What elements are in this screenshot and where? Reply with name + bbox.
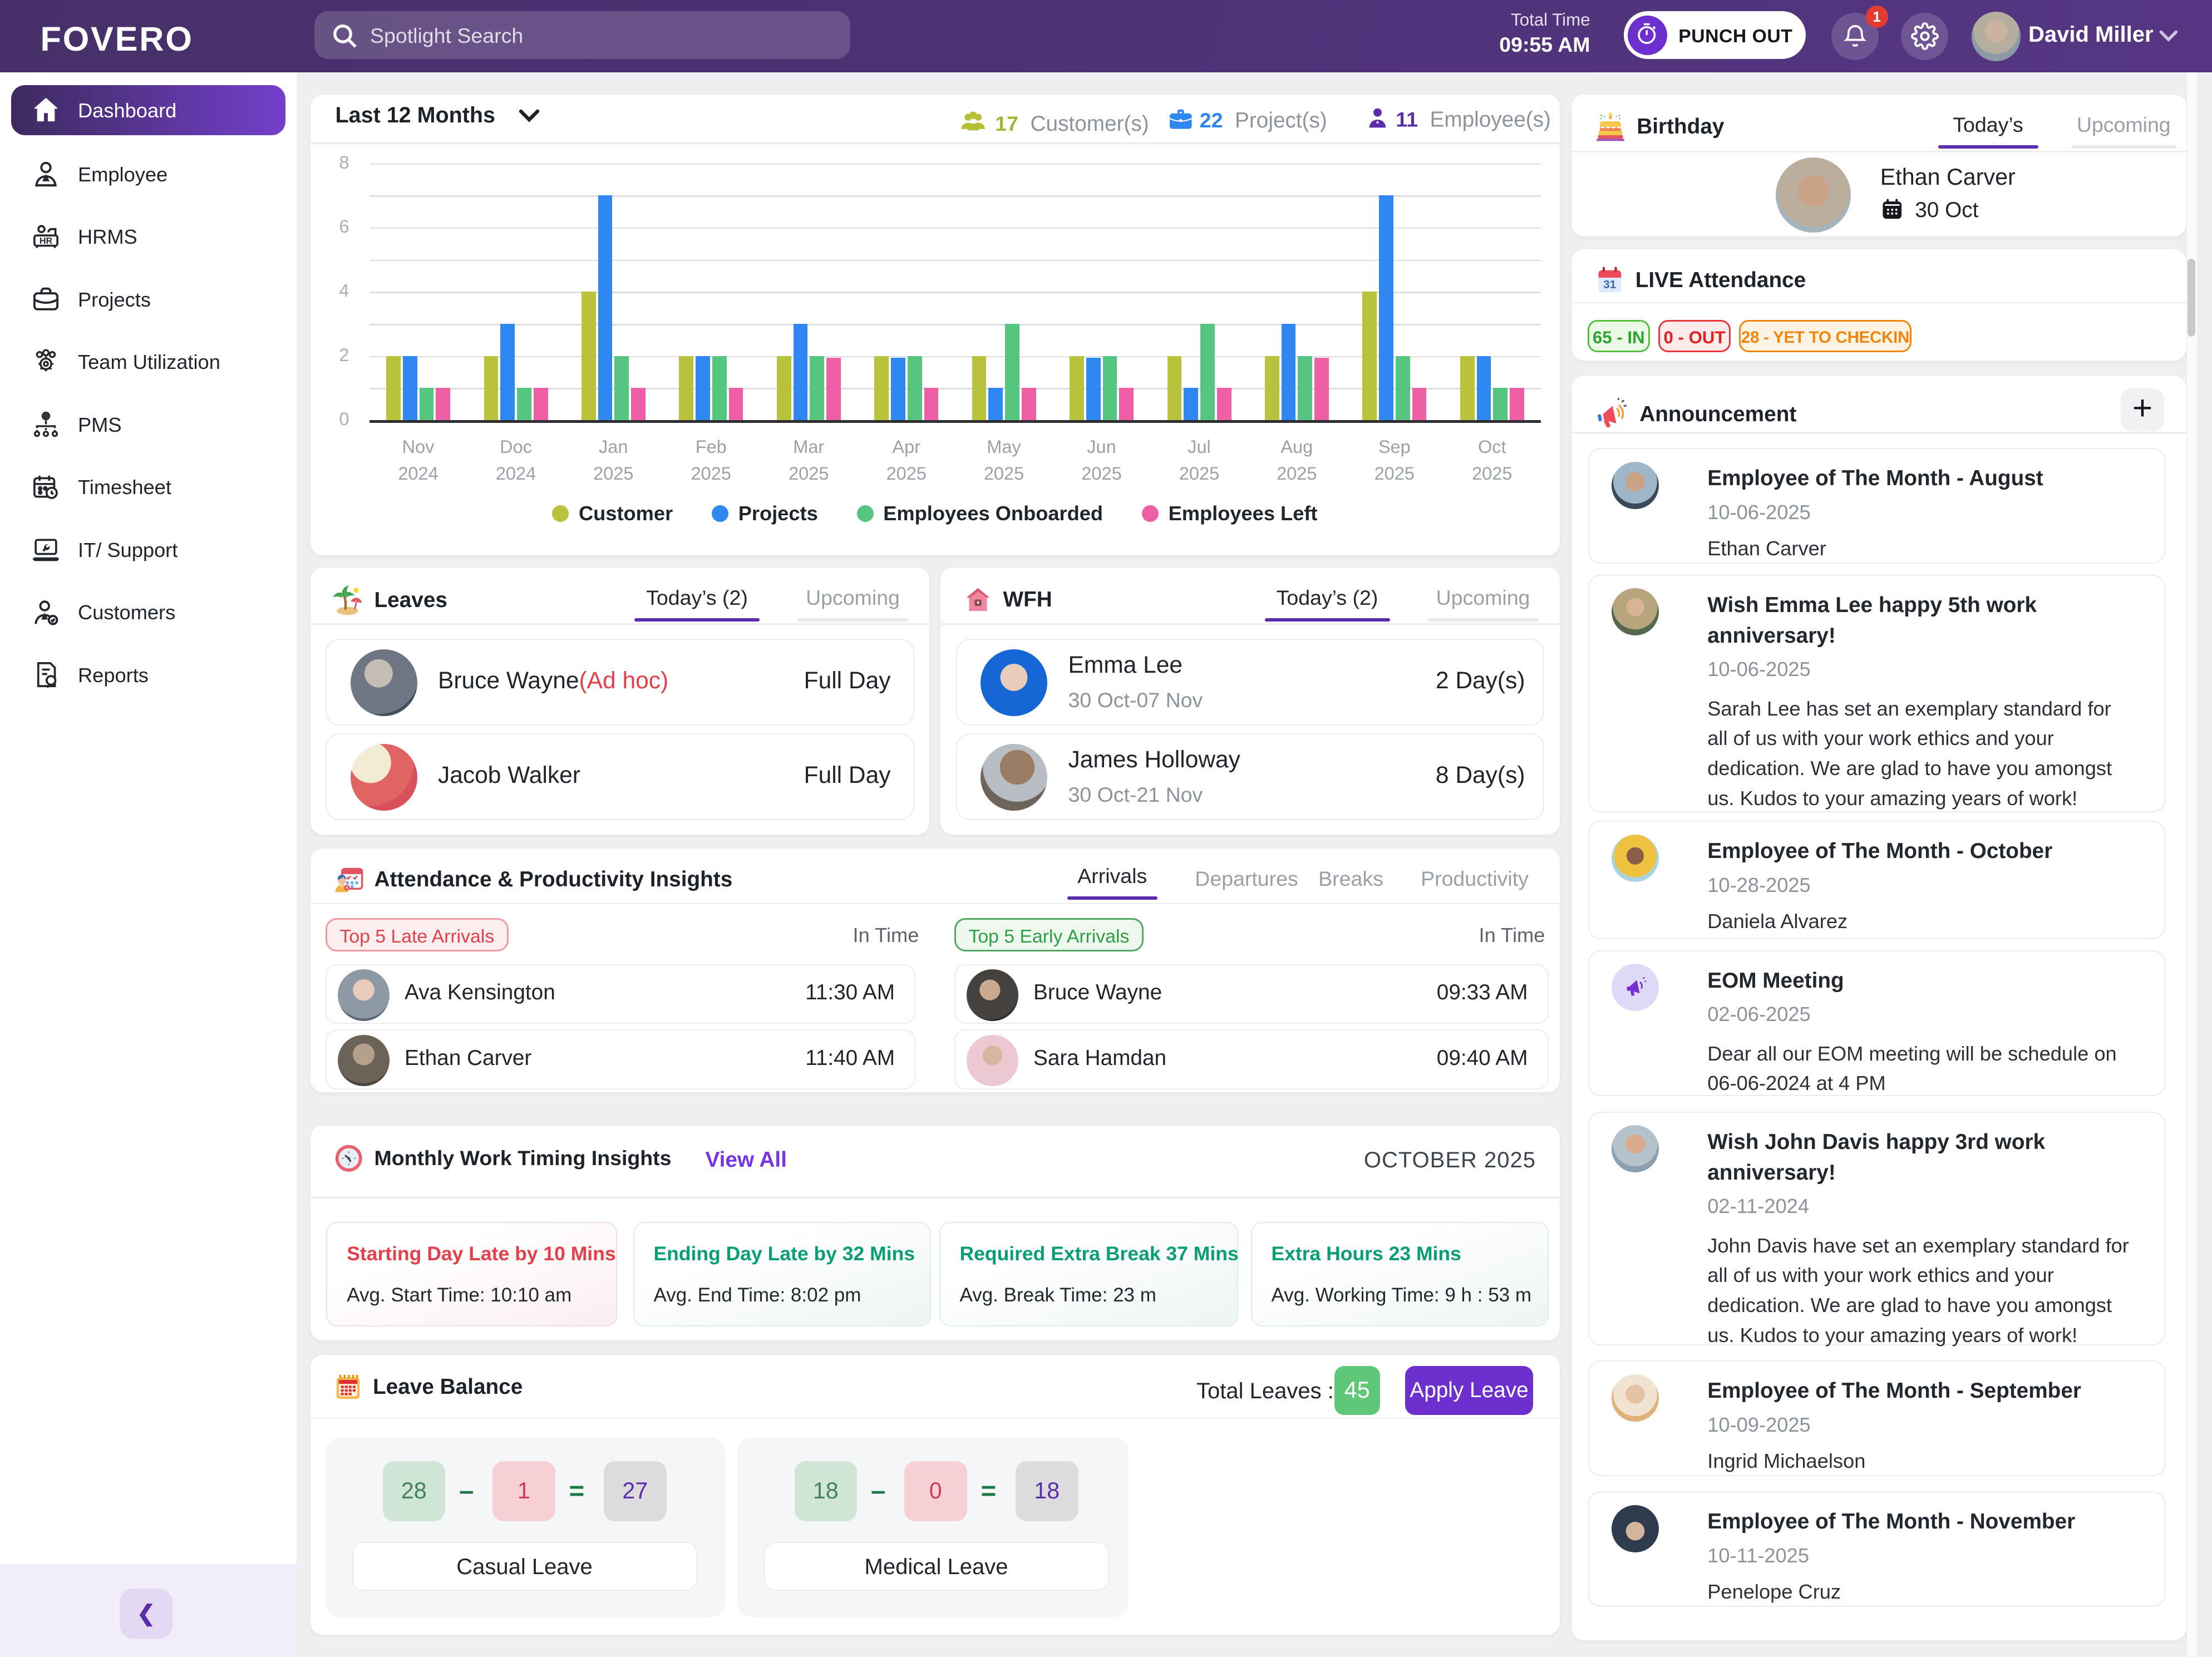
svg-text:31: 31 <box>1603 279 1616 291</box>
svg-text:HR: HR <box>40 236 53 246</box>
